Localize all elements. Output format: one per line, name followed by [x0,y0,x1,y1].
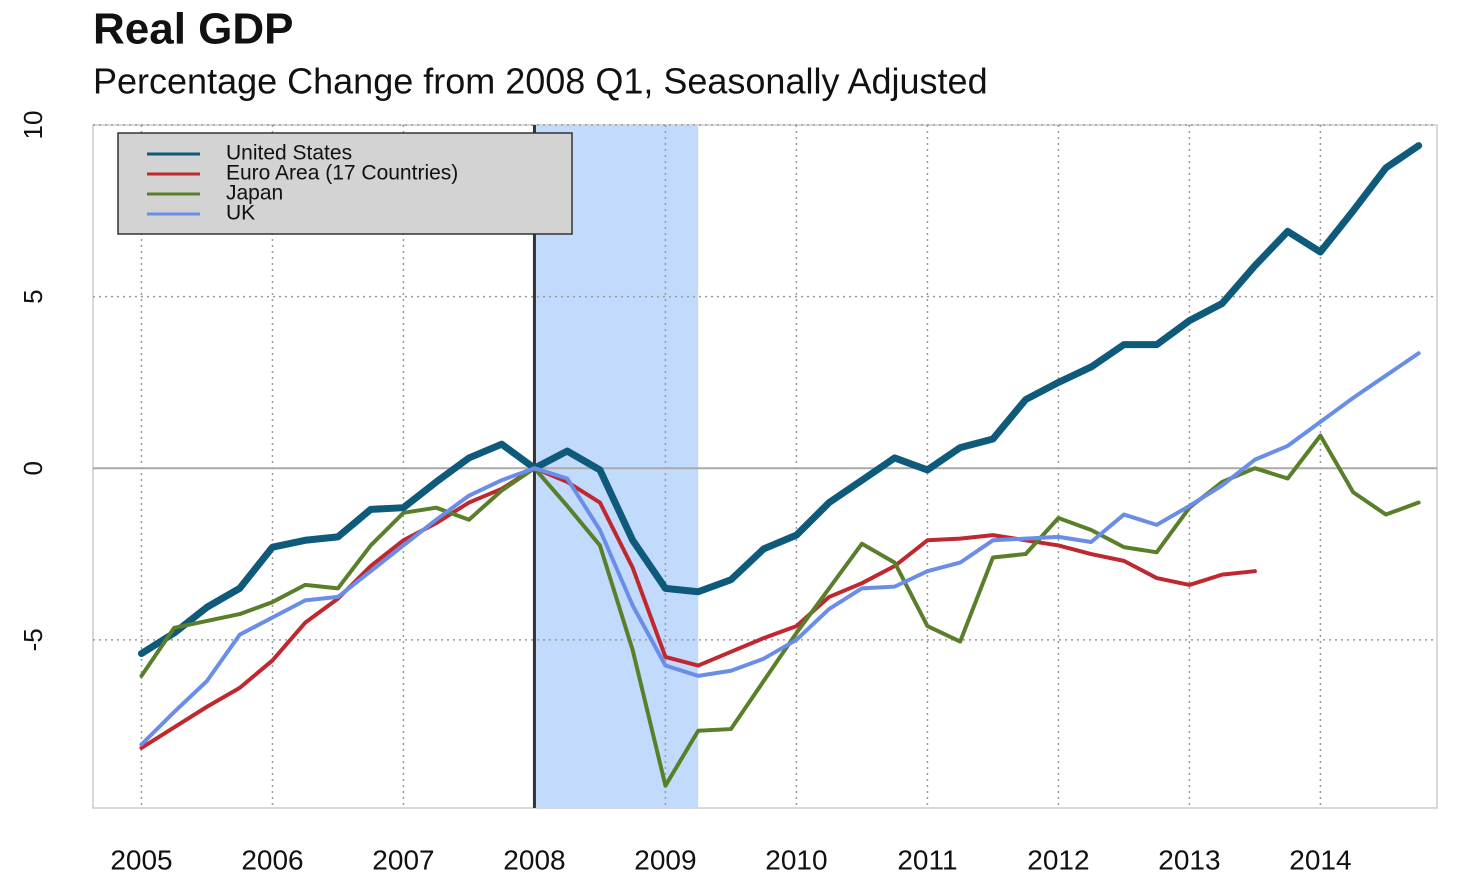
x-tick-label: 2009 [634,844,696,875]
x-tick-label: 2012 [1027,844,1089,875]
y-tick-label: 10 [18,111,48,140]
x-tick-label: 2011 [897,844,957,875]
x-tick-label: 2007 [372,844,434,875]
x-tick-label: 2005 [110,844,172,875]
chart-title: Real GDP [93,5,294,54]
x-tick-label: 2014 [1289,844,1351,875]
series-line [137,142,1423,658]
y-tick-label: 5 [18,289,48,303]
series-line [139,433,1421,788]
x-tick-label: 2006 [241,844,303,875]
y-tick-label: 0 [18,461,48,475]
legend-label: Japan [226,182,283,205]
chart-subtitle: Percentage Change from 2008 Q1, Seasonal… [93,61,988,102]
series-line [139,466,1257,750]
legend-label: UK [226,202,255,225]
series-line [139,351,1421,747]
x-tick-label: 2008 [503,844,565,875]
legend-box [117,132,573,235]
x-tick-label: 2010 [765,844,827,875]
y-tick-label: -5 [18,628,48,651]
legend-label: United States [226,142,352,165]
recession-shade [534,125,699,808]
legend-label: Euro Area (17 Countries) [226,162,458,185]
x-tick-label: 2013 [1158,844,1220,875]
